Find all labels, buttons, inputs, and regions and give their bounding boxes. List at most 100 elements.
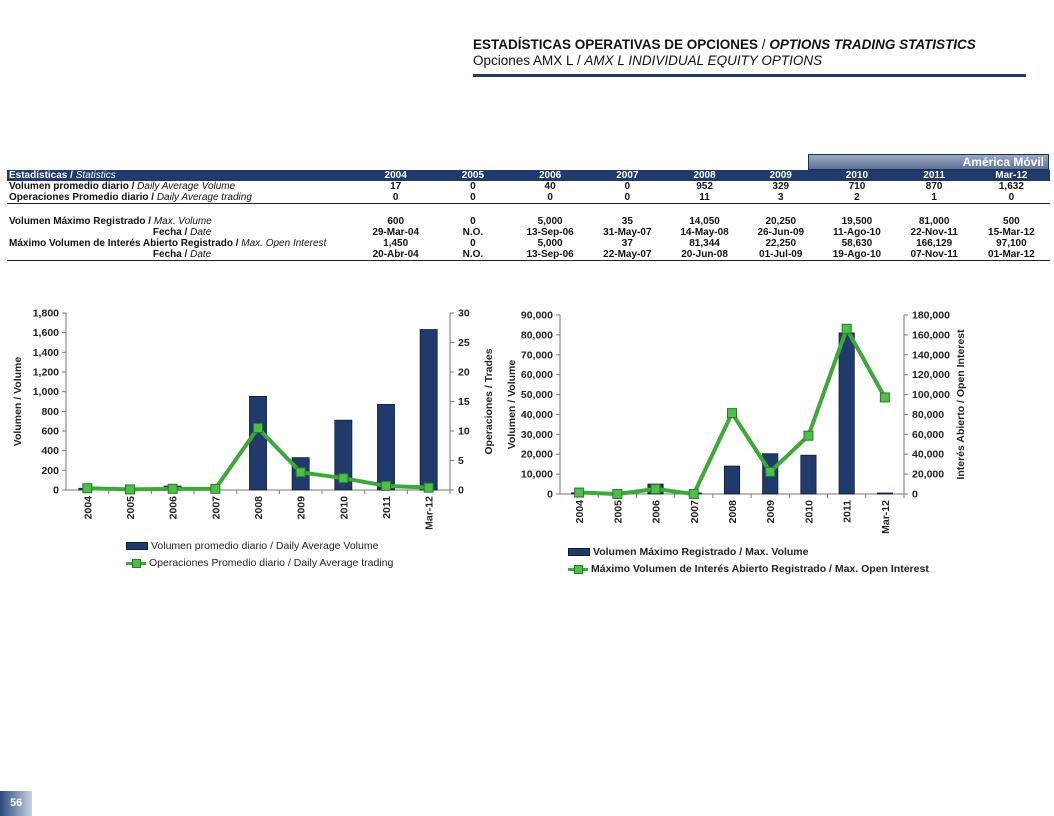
line-point (727, 408, 737, 419)
table-cell: 14,050 (689, 216, 720, 227)
row-label: Volumen promedio diario / Daily Average … (9, 181, 236, 192)
y2-tick-label: 30 (458, 308, 470, 320)
y-tick-label: 40,000 (521, 409, 553, 421)
x-tick-label: 2007 (210, 496, 222, 520)
bar-swatch-icon (568, 547, 590, 556)
x-tick-label: 2004 (574, 500, 586, 524)
table-cell: 01-Mar-12 (972, 249, 1050, 261)
table-spacer (7, 204, 1050, 217)
chart2-legend: Volumen Máximo Registrado / Max. Volume … (568, 543, 929, 577)
page-subtitle: Opciones AMX L / AMX L INDIVIDUAL EQUITY… (473, 53, 823, 68)
table-cell: 0 (470, 238, 476, 249)
page-number: 56 (0, 791, 32, 816)
line-point (253, 423, 263, 434)
y2-tick-label: 80,000 (912, 409, 944, 421)
y2-tick-label: 180,000 (912, 310, 950, 322)
line-swatch-icon (126, 558, 146, 568)
chart1-legend: Volumen promedio diario / Daily Average … (126, 537, 393, 571)
table-row: Volumen Máximo Registrado / Max. Volume … (7, 216, 1050, 227)
bar (876, 492, 893, 495)
y2-axis-title: Interés Abierto / Open Interest (955, 329, 967, 480)
y-tick-label: 1,400 (33, 347, 59, 359)
legend-item: Volumen promedio diario / Daily Average … (126, 537, 393, 554)
line-point (210, 483, 221, 494)
table-cell: 0 (972, 192, 1050, 204)
table-cell: 58,630 (841, 238, 873, 249)
y-tick-label: 800 (41, 406, 59, 418)
y2-tick-label: 10 (458, 426, 470, 438)
table-header-row: Estadísticas / Statistics 2004 2005 2006… (7, 170, 1050, 181)
y-axis-title: Volumen / Volume (12, 357, 24, 447)
line-swatch-icon (568, 564, 588, 574)
bar-swatch-icon (126, 541, 148, 550)
y-tick-label: 600 (41, 426, 59, 438)
table-cell: 2 (818, 192, 896, 204)
x-tick-label: 2009 (765, 500, 777, 524)
line-point (295, 467, 306, 478)
x-tick-label: 2005 (125, 496, 137, 520)
table-cell: 5,000 (537, 238, 563, 249)
table-cell: 13-Sep-06 (511, 249, 589, 261)
table-cell: 13-Sep-06 (526, 227, 574, 238)
table-row: Volumen promedio diario / Daily Average … (7, 181, 1050, 192)
table-cell: 22-Nov-11 (910, 227, 958, 238)
y2-tick-label: 40,000 (912, 449, 944, 461)
table-cell: 97,100 (996, 238, 1027, 249)
x-tick-label: 2009 (296, 496, 308, 520)
table-cell: 19-Ago-10 (818, 249, 896, 261)
table-cell: 600 (387, 216, 405, 227)
y2-tick-label: 20,000 (912, 469, 944, 481)
table-cell: 1 (895, 192, 973, 204)
x-tick-label: 2006 (168, 496, 180, 520)
y2-tick-label: 15 (458, 396, 470, 408)
y-tick-label: 20,000 (521, 449, 553, 461)
table-row: Fecha / Date 20-Abr-04 N.O. 13-Sep-06 22… (7, 249, 1050, 261)
row-label: Volumen Máximo Registrado / Max. Volume (9, 216, 212, 227)
table-cell: 20,250 (765, 216, 797, 227)
y2-tick-label: 0 (912, 489, 918, 501)
bar (838, 332, 855, 495)
year-header: 2006 (538, 170, 562, 181)
year-header: 2010 (845, 170, 869, 181)
line-point (125, 484, 135, 495)
y-tick-label: 80,000 (521, 329, 553, 341)
legend-item: Operaciones Promedio diario / Daily Aver… (126, 554, 393, 571)
table-cell: 870 (925, 181, 943, 192)
y-tick-label: 1,800 (33, 308, 59, 320)
max-volume-chart: 0 10,000 20,000 30,000 40,000 50,000 60,000 70,… (506, 310, 967, 534)
table-cell: 22,250 (765, 238, 797, 249)
bar (377, 404, 395, 491)
table-cell: 5,000 (537, 216, 563, 227)
year-header: Mar-12 (995, 170, 1028, 181)
table-cell: 500 (1003, 216, 1020, 227)
table-cell: 01-Jul-09 (743, 249, 819, 261)
year-header: 2011 (923, 170, 945, 181)
y-tick-label: 30,000 (521, 429, 553, 441)
table-row: Fecha / Date 29-Mar-04 N.O. 13-Sep-06 31… (7, 227, 1050, 238)
line-point (841, 323, 852, 334)
table-cell: 0 (470, 216, 476, 227)
x-tick-label: 2010 (338, 496, 350, 520)
table-cell: 1,450 (383, 238, 409, 249)
y2-tick-label: 120,000 (912, 369, 950, 381)
y2-tick-label: 140,000 (912, 349, 950, 361)
bar (723, 465, 741, 495)
y-tick-label: 400 (41, 445, 59, 457)
line-point (650, 484, 661, 495)
table-cell: 710 (848, 181, 866, 192)
table-cell: N.O. (434, 249, 512, 261)
table-row: Máximo Volumen de Interés Abierto Regist… (7, 238, 1050, 249)
legend-label: Operaciones Promedio diario / Daily Aver… (149, 556, 394, 569)
y2-axis-title: Operaciones / Trades (483, 348, 495, 454)
table-cell: 3 (743, 192, 819, 204)
x-tick-label: 2005 (612, 500, 624, 524)
page-header: ESTADÍSTICAS OPERATIVAS DE OPCIONES / OP… (473, 37, 1033, 77)
table-cell: 1,632 (998, 181, 1024, 192)
table-cell: 35 (621, 216, 633, 227)
y2-tick-label: 100,000 (912, 389, 950, 401)
y-tick-label: 50,000 (521, 389, 553, 401)
line-point (803, 430, 814, 441)
x-tick-label: Mar-12 (424, 496, 436, 530)
y-axis-title: Volumen / Volume (506, 360, 518, 450)
row-label: Operaciones Promedio diario / Daily Aver… (7, 192, 358, 204)
